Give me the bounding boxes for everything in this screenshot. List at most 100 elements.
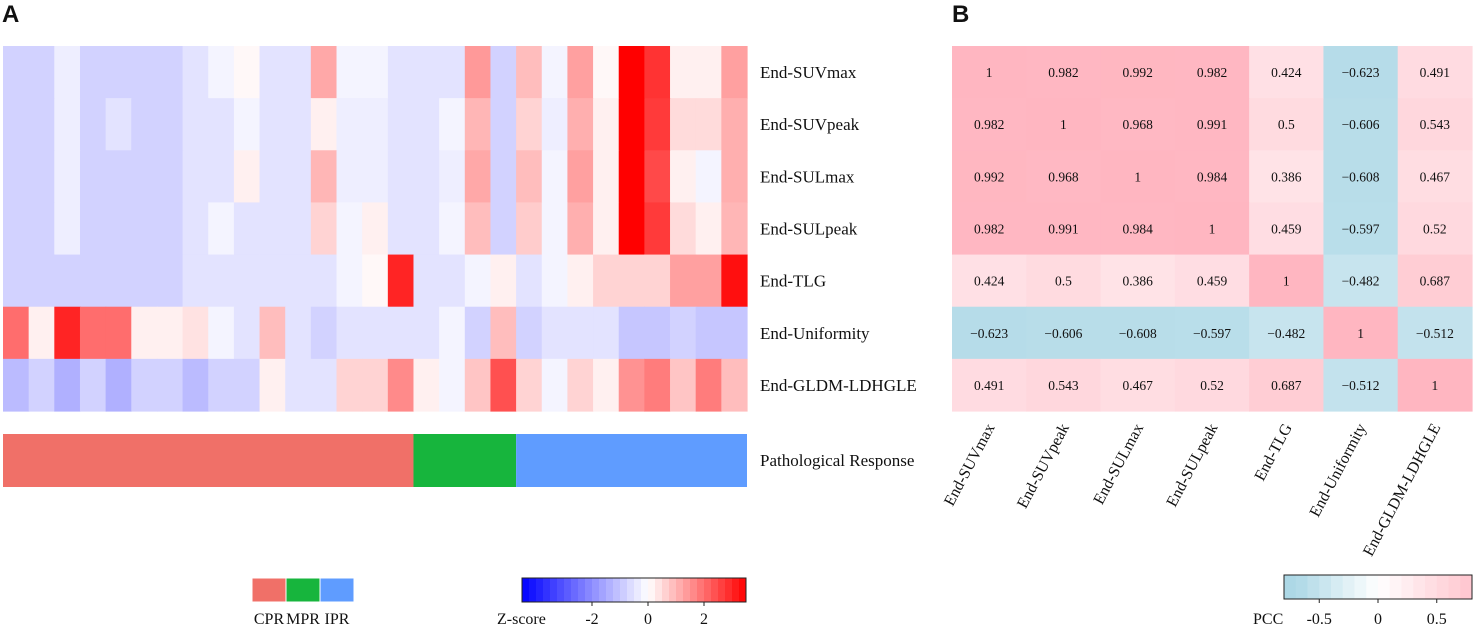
zscore-cell xyxy=(490,150,517,204)
zscore-colorbar-step xyxy=(599,578,607,602)
pcc-cell-value: 0.491 xyxy=(1420,65,1450,80)
zscore-cell xyxy=(208,46,235,99)
zscore-cell xyxy=(28,358,55,412)
pcc-cell-value: −0.512 xyxy=(1342,378,1380,393)
zscore-cell xyxy=(387,98,415,151)
zscore-colorbar-step xyxy=(662,578,670,602)
zscore-colorbar-step xyxy=(571,578,579,602)
zscore-cell xyxy=(105,46,132,99)
response-legend-label: MPR xyxy=(286,611,320,628)
pcc-cell xyxy=(1397,254,1473,308)
pcc-cell xyxy=(1323,306,1399,360)
zscore-cell xyxy=(259,150,286,204)
zscore-cell xyxy=(464,150,492,204)
zscore-cell xyxy=(79,150,107,204)
zscore-colorbar-step xyxy=(564,578,572,602)
zscore-cell xyxy=(721,358,748,412)
zscore-cell xyxy=(182,358,209,412)
zscore-cell xyxy=(105,150,132,204)
zscore-cell xyxy=(3,202,30,256)
pcc-cell-value: 1 xyxy=(1209,222,1216,237)
zscore-cell xyxy=(490,358,517,412)
zscore-cell xyxy=(3,358,30,412)
pcc-cell xyxy=(1249,306,1325,360)
zscore-colorbar-step xyxy=(690,578,698,602)
zscore-cell xyxy=(593,150,620,204)
pcc-cell-value: 0.386 xyxy=(1123,274,1154,289)
zscore-cell xyxy=(439,254,466,308)
zscore-cell xyxy=(79,46,107,99)
zscore-cell xyxy=(54,254,81,308)
pcc-cell xyxy=(1323,46,1399,99)
zscore-cell xyxy=(285,358,312,412)
zscore-cell xyxy=(310,358,338,412)
pcc-colorbar-tick-label: 0.5 xyxy=(1427,611,1447,628)
pcc-col-label: End-SULmax xyxy=(1091,421,1148,507)
pcc-cell xyxy=(1174,150,1250,204)
zscore-cell xyxy=(3,46,30,99)
zscore-cell xyxy=(567,202,594,256)
zscore-cell xyxy=(285,254,312,308)
zscore-cell xyxy=(413,254,440,308)
pcc-cell xyxy=(1026,254,1102,308)
pcc-cell xyxy=(1323,202,1399,256)
zscore-colorbar-step xyxy=(522,578,530,602)
response-segment-mpr xyxy=(413,434,517,487)
zscore-cell xyxy=(182,98,209,151)
zscore-row-label: End-SULmax xyxy=(760,167,855,186)
zscore-cell xyxy=(28,150,55,204)
pcc-cell-value: −0.482 xyxy=(1342,274,1380,289)
pcc-colorbar-step xyxy=(1460,575,1473,599)
zscore-cell xyxy=(593,98,620,151)
pcc-col-label: End-Uniformity xyxy=(1307,421,1370,520)
zscore-heatmap xyxy=(3,46,748,412)
pcc-cell-value: −0.606 xyxy=(1044,326,1082,341)
pcc-cell-value: 0.543 xyxy=(1420,117,1451,132)
zscore-cell xyxy=(105,358,132,412)
pcc-cell xyxy=(952,306,1027,360)
pcc-cell-value: 0.5 xyxy=(1055,274,1072,289)
pcc-cell-value: 0.424 xyxy=(1271,65,1302,80)
zscore-cell xyxy=(541,306,569,360)
pcc-cell-value: 0.5 xyxy=(1278,117,1295,132)
zscore-cell xyxy=(670,150,697,204)
zscore-cell xyxy=(593,46,620,99)
zscore-cell xyxy=(362,46,389,99)
pcc-cell xyxy=(1397,98,1473,151)
zscore-cell xyxy=(695,358,722,412)
pcc-colorbar-tick-label: 0 xyxy=(1374,611,1382,628)
zscore-row-label: End-TLG xyxy=(760,272,826,291)
zscore-cell xyxy=(670,202,697,256)
zscore-cell xyxy=(336,46,363,99)
zscore-cell xyxy=(439,306,466,360)
zscore-cell xyxy=(54,46,81,99)
zscore-cell xyxy=(721,46,748,99)
zscore-cell xyxy=(721,98,748,151)
zscore-cell xyxy=(285,98,312,151)
pcc-cell xyxy=(1026,358,1102,412)
zscore-cell xyxy=(413,98,440,151)
pcc-cell xyxy=(1323,358,1399,412)
zscore-cell xyxy=(670,306,697,360)
pcc-cell xyxy=(1100,358,1176,412)
zscore-cell xyxy=(233,358,261,412)
pcc-cell xyxy=(1249,358,1325,412)
zscore-cell xyxy=(464,98,492,151)
zscore-cell xyxy=(310,306,338,360)
pcc-cell-value: 0.992 xyxy=(974,169,1004,184)
zscore-cell xyxy=(516,306,543,360)
pcc-cell-value: −0.606 xyxy=(1342,117,1380,132)
pcc-cell xyxy=(1397,46,1473,99)
pcc-colorbar-step xyxy=(1389,575,1402,599)
zscore-cell xyxy=(490,98,517,151)
pcc-cell-value: −0.512 xyxy=(1416,326,1454,341)
pcc-cell xyxy=(1100,46,1176,99)
zscore-cell xyxy=(233,150,261,204)
zscore-cell xyxy=(464,202,492,256)
pcc-cell xyxy=(952,98,1027,151)
zscore-cell xyxy=(233,98,261,151)
response-legend: CPR MPR IPR xyxy=(251,577,355,628)
zscore-cell xyxy=(3,98,30,151)
zscore-cell xyxy=(336,98,363,151)
zscore-cell xyxy=(413,202,440,256)
